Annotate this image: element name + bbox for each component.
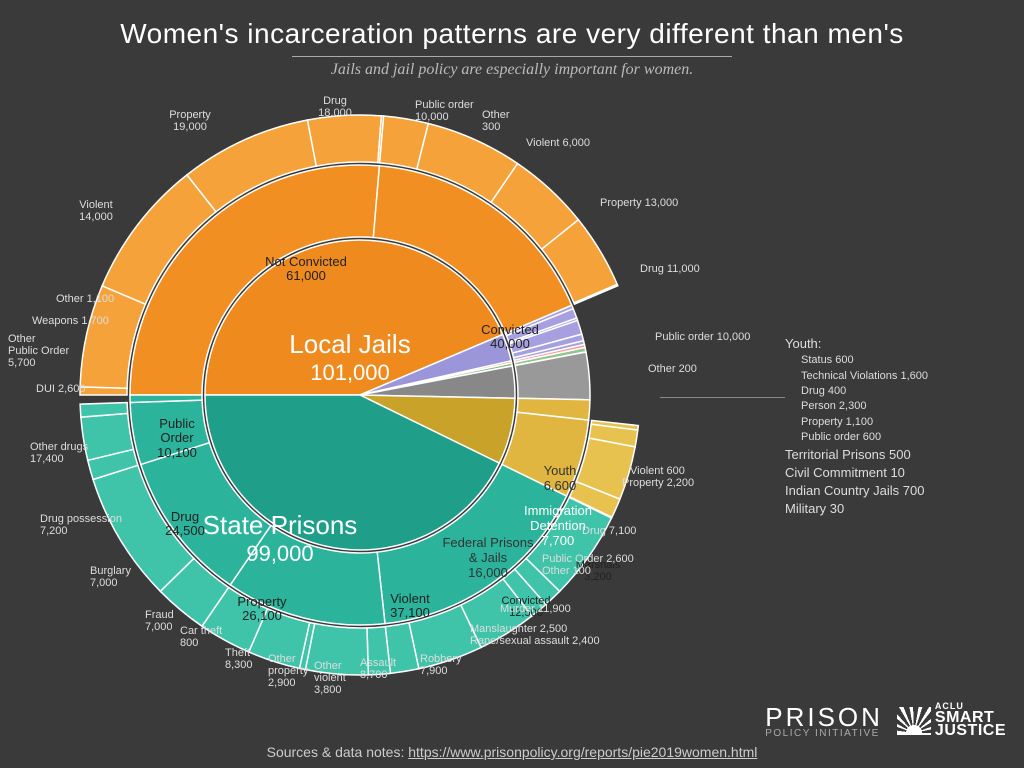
- footer-sources: Sources & data notes: https://www.prison…: [0, 744, 1024, 760]
- outer-label: Violent 6,000: [526, 137, 590, 149]
- outer-label: Property19,000: [140, 109, 240, 133]
- other-facility-item: Civil Commitment 10: [785, 464, 928, 482]
- outer-label: Car theft800: [180, 625, 222, 649]
- youth-item: Status 600: [801, 353, 928, 368]
- outer-label: Manslaughter 2,500: [470, 623, 567, 635]
- title-underline: [292, 56, 732, 57]
- outer-label: Fraud7,000: [145, 609, 174, 633]
- youth-item: Property 1,100: [801, 415, 928, 430]
- side-breakdown-list: Youth: Status 600Technical Violations 1,…: [785, 335, 928, 518]
- outer-label: Theft8,300: [225, 647, 253, 671]
- callout-line: [660, 397, 785, 398]
- outer-label: OtherPublic Order5,700: [8, 333, 69, 369]
- outer-label: Rape/sexual assault 2,400: [470, 635, 600, 647]
- outer-label: Violent14,000: [46, 199, 146, 223]
- outer-label: Other 1,100: [56, 293, 114, 305]
- outer-label: Property 2,200: [622, 477, 694, 489]
- outer-label: Assault8,700: [360, 657, 396, 681]
- chart-title: Women's incarceration patterns are very …: [0, 0, 1024, 50]
- outer-label: Violent 600: [630, 465, 685, 477]
- outer-label: Other drugs17,400: [30, 441, 88, 465]
- outer-label: Other300: [482, 109, 510, 133]
- outer-label: Drug possession7,200: [40, 513, 122, 537]
- outer-label: Drug 7,100: [582, 525, 636, 537]
- sun-icon: [897, 707, 931, 735]
- youth-header: Youth:: [785, 335, 928, 353]
- outer-label: Drug18,000: [285, 95, 385, 119]
- youth-item: Technical Violations 1,600: [801, 369, 928, 384]
- logo-prison-policy: PRISON POLICY INITIATIVE: [765, 706, 883, 738]
- outer-label: Public Order 2,600: [542, 553, 634, 565]
- other-facility-item: Indian Country Jails 700: [785, 482, 928, 500]
- outer-label: Public order10,000: [415, 99, 474, 123]
- outer-label: DUI 2,600: [36, 383, 86, 395]
- outer-label: Other 100: [542, 565, 591, 577]
- logos: PRISON POLICY INITIATIVE ACLU SMART JUST…: [765, 703, 1006, 738]
- youth-item: Person 2,300: [801, 399, 928, 414]
- other-facility-item: Military 30: [785, 500, 928, 518]
- outer-label: Otherproperty2,900: [268, 653, 308, 689]
- sunburst-chart: Local Jails101,000Youth6,600ImmigrationD…: [70, 105, 650, 690]
- source-link[interactable]: https://www.prisonpolicy.org/reports/pie…: [408, 744, 757, 760]
- outer-label: Burglary7,000: [90, 565, 131, 589]
- outer-label: Other 200: [648, 363, 697, 375]
- other-facility-item: Territorial Prisons 500: [785, 446, 928, 464]
- youth-item: Public order 600: [801, 430, 928, 445]
- outer-label: Weapons 1,700: [32, 315, 109, 327]
- outer-label: Property 13,000: [600, 197, 678, 209]
- outer-label: Drug 11,000: [640, 263, 700, 275]
- outer-label: Murder 11,900: [500, 603, 571, 615]
- logo-smart-justice: ACLU SMART JUSTICE: [897, 703, 1006, 738]
- chart-subtitle: Jails and jail policy are especially imp…: [0, 61, 1024, 79]
- youth-item: Drug 400: [801, 384, 928, 399]
- outer-label: Robbery7,900: [420, 653, 462, 677]
- outer-label: Public order 10,000: [655, 331, 750, 343]
- outer-label: Otherviolent3,800: [314, 660, 346, 696]
